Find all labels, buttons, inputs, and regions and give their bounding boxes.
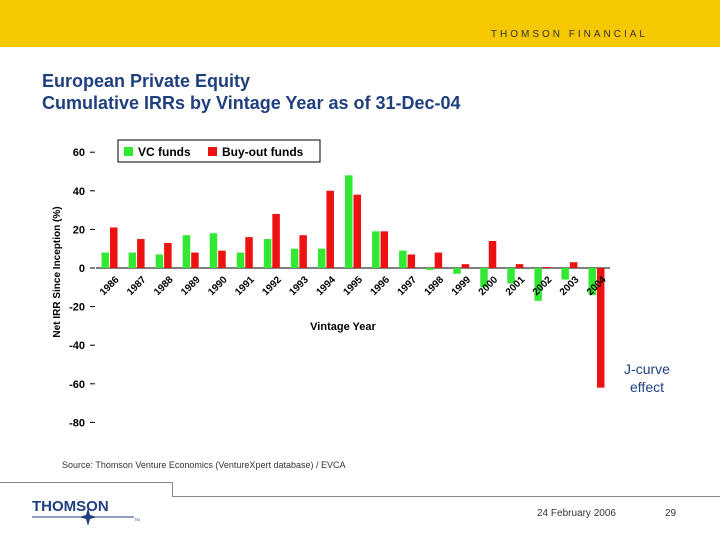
legend-swatch bbox=[124, 147, 133, 156]
legend-swatch bbox=[208, 147, 217, 156]
bar-vc-1998 bbox=[426, 268, 434, 270]
bar-buyout-1992 bbox=[272, 213, 280, 268]
j-curve-line-1: J-curve bbox=[624, 361, 670, 377]
bar-buyout-2003 bbox=[569, 262, 578, 268]
footer-rule bbox=[172, 496, 720, 497]
legend-label: VC funds bbox=[138, 145, 191, 159]
y-axis-label: Net IRR Since Inception (%) bbox=[52, 206, 63, 337]
bar-vc-1999 bbox=[453, 268, 461, 274]
bar-buyout-1993 bbox=[299, 235, 307, 268]
bar-vc-1991 bbox=[236, 252, 245, 268]
y-tick-label: -80 bbox=[69, 417, 85, 429]
j-curve-annotation: J-curve effect bbox=[612, 360, 682, 396]
bar-buyout-1987 bbox=[137, 239, 145, 268]
x-tick-label: 1999 bbox=[450, 274, 474, 298]
bar-vc-2002 bbox=[534, 268, 542, 301]
bar-buyout-2000 bbox=[488, 240, 497, 268]
star-icon bbox=[79, 508, 97, 526]
trademark-mark: TM bbox=[134, 517, 140, 522]
x-tick-label: 1996 bbox=[369, 274, 393, 298]
bar-vc-1993 bbox=[290, 248, 299, 268]
j-curve-line-2: effect bbox=[630, 379, 664, 395]
bar-vc-2000 bbox=[480, 268, 488, 288]
bar-vc-1996 bbox=[372, 231, 380, 268]
x-tick-label: 1986 bbox=[98, 274, 122, 298]
bar-buyout-1997 bbox=[407, 254, 416, 268]
x-tick-label: 1989 bbox=[179, 274, 203, 298]
y-tick-label: 0 bbox=[79, 263, 85, 275]
bar-vc-1988 bbox=[155, 254, 164, 268]
x-axis-label: Vintage Year bbox=[310, 321, 376, 333]
top-banner bbox=[0, 0, 720, 47]
y-tick-label: 20 bbox=[73, 224, 85, 236]
y-tick-label: 60 bbox=[73, 147, 85, 159]
title-line-1: European Private Equity bbox=[42, 71, 251, 91]
bar-vc-1990 bbox=[209, 233, 218, 268]
legend-box bbox=[117, 139, 321, 163]
x-tick-label: 1998 bbox=[423, 274, 447, 298]
page-number: 29 bbox=[665, 508, 677, 519]
slide-title: European Private Equity Cumulative IRRs … bbox=[42, 70, 461, 114]
x-tick-label: 1995 bbox=[341, 274, 365, 298]
legend-label: Buy-out funds bbox=[222, 145, 304, 159]
y-tick-label: -40 bbox=[69, 340, 85, 352]
bar-buyout-1994 bbox=[326, 190, 334, 268]
bar-buyout-1990 bbox=[218, 250, 226, 268]
bar-vc-1987 bbox=[128, 252, 137, 268]
bar-buyout-1986 bbox=[110, 227, 118, 268]
x-tick-label: 1992 bbox=[260, 274, 284, 298]
bar-buyout-1998 bbox=[434, 252, 443, 268]
x-tick-label: 1990 bbox=[206, 274, 230, 298]
y-tick-label: 40 bbox=[73, 186, 85, 198]
brand-header-text: THOMSON FINANCIAL bbox=[490, 29, 648, 40]
bar-vc-2003 bbox=[561, 268, 569, 280]
bar-buyout-1991 bbox=[245, 237, 253, 268]
bar-buyout-1999 bbox=[461, 264, 470, 268]
bar-vc-1986 bbox=[101, 252, 110, 268]
y-tick-label: -60 bbox=[69, 379, 85, 391]
bar-vc-2001 bbox=[507, 268, 515, 284]
x-tick-label: 1991 bbox=[233, 274, 257, 298]
bar-buyout-1989 bbox=[191, 252, 199, 268]
x-tick-label: 1988 bbox=[152, 274, 176, 298]
logo-wordmark: THOMSON bbox=[32, 498, 109, 515]
bar-vc-1994 bbox=[317, 248, 326, 268]
slide-date: 24 February 2006 bbox=[537, 508, 616, 519]
bar-vc-1989 bbox=[182, 235, 191, 268]
footer-divider bbox=[0, 482, 173, 483]
bar-buyout-1988 bbox=[164, 242, 172, 268]
bar-buyout-2001 bbox=[515, 264, 524, 268]
thomson-logo: THOMSON TM bbox=[32, 498, 140, 526]
bar-vc-1992 bbox=[263, 239, 272, 268]
bar-buyout-1996 bbox=[380, 231, 389, 268]
y-tick-label: -20 bbox=[69, 302, 85, 314]
bar-vc-2004 bbox=[588, 268, 596, 296]
footer-divider-step bbox=[172, 482, 173, 497]
x-tick-label: 1994 bbox=[314, 274, 338, 298]
bar-vc-1997 bbox=[399, 250, 407, 268]
bar-buyout-2002 bbox=[542, 267, 551, 268]
x-tick-label: 1997 bbox=[396, 274, 420, 298]
x-tick-label: 1993 bbox=[287, 274, 311, 298]
bar-vc-1995 bbox=[345, 175, 353, 268]
title-line-2: Cumulative IRRs by Vintage Year as of 31… bbox=[42, 93, 461, 113]
bar-buyout-2004 bbox=[596, 268, 605, 388]
source-note: Source: Thomson Venture Economics (Ventu… bbox=[62, 460, 346, 470]
x-tick-label: 1987 bbox=[125, 274, 149, 298]
bar-buyout-1995 bbox=[353, 194, 361, 268]
